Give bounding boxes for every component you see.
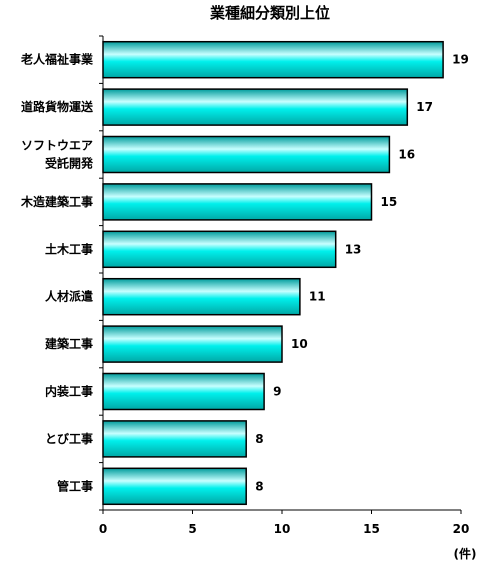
x-tick-label: 5 bbox=[188, 522, 196, 536]
bar-value-label: 9 bbox=[273, 385, 281, 399]
bar-value-label: 13 bbox=[345, 242, 362, 256]
category-label: とび工事 bbox=[45, 431, 93, 446]
category-label: 木造建築工事 bbox=[20, 194, 93, 209]
bar-value-label: 19 bbox=[452, 53, 469, 67]
bar bbox=[102, 135, 391, 174]
category-label: 道路貨物運送 bbox=[21, 99, 94, 114]
plot-area: 0 5 10 15 20 老人福祉事業 19 道路貨物運送 17 ソフトウエア受託開発 16 木造建築… bbox=[20, 35, 470, 536]
bar-value-label: 16 bbox=[398, 148, 415, 162]
bar-value-label: 15 bbox=[381, 195, 398, 209]
bar bbox=[102, 325, 283, 363]
x-tick-label: 0 bbox=[99, 522, 107, 536]
bar bbox=[102, 420, 247, 458]
bar bbox=[102, 277, 301, 316]
category-label: 人材派遣 bbox=[45, 289, 93, 304]
category-label: 内装工事 bbox=[45, 384, 93, 399]
bar bbox=[102, 372, 265, 411]
bar-value-label: 10 bbox=[291, 337, 308, 351]
category-label: 老人福祉事業 bbox=[21, 52, 94, 67]
bar bbox=[102, 183, 373, 221]
category-label: ソフトウエア受託開発 bbox=[21, 139, 94, 171]
bar-value-label: 17 bbox=[416, 100, 433, 114]
x-tick-label: 10 bbox=[274, 522, 291, 536]
chart-title: 業種細分類別上位 bbox=[209, 4, 330, 22]
category-label: 管工事 bbox=[57, 478, 93, 493]
category-label: 土木工事 bbox=[45, 241, 93, 256]
x-axis-unit-label: (件) bbox=[454, 546, 477, 561]
bar bbox=[102, 88, 409, 126]
bar bbox=[102, 40, 444, 79]
bar-value-label: 11 bbox=[309, 290, 326, 304]
bar-value-label: 8 bbox=[255, 479, 263, 493]
x-tick-label: 20 bbox=[453, 522, 470, 536]
bar bbox=[102, 467, 247, 506]
x-tick-label: 15 bbox=[363, 522, 380, 536]
bar bbox=[102, 230, 337, 269]
bar-value-label: 8 bbox=[255, 432, 263, 446]
category-label: 建築工事 bbox=[44, 336, 93, 351]
